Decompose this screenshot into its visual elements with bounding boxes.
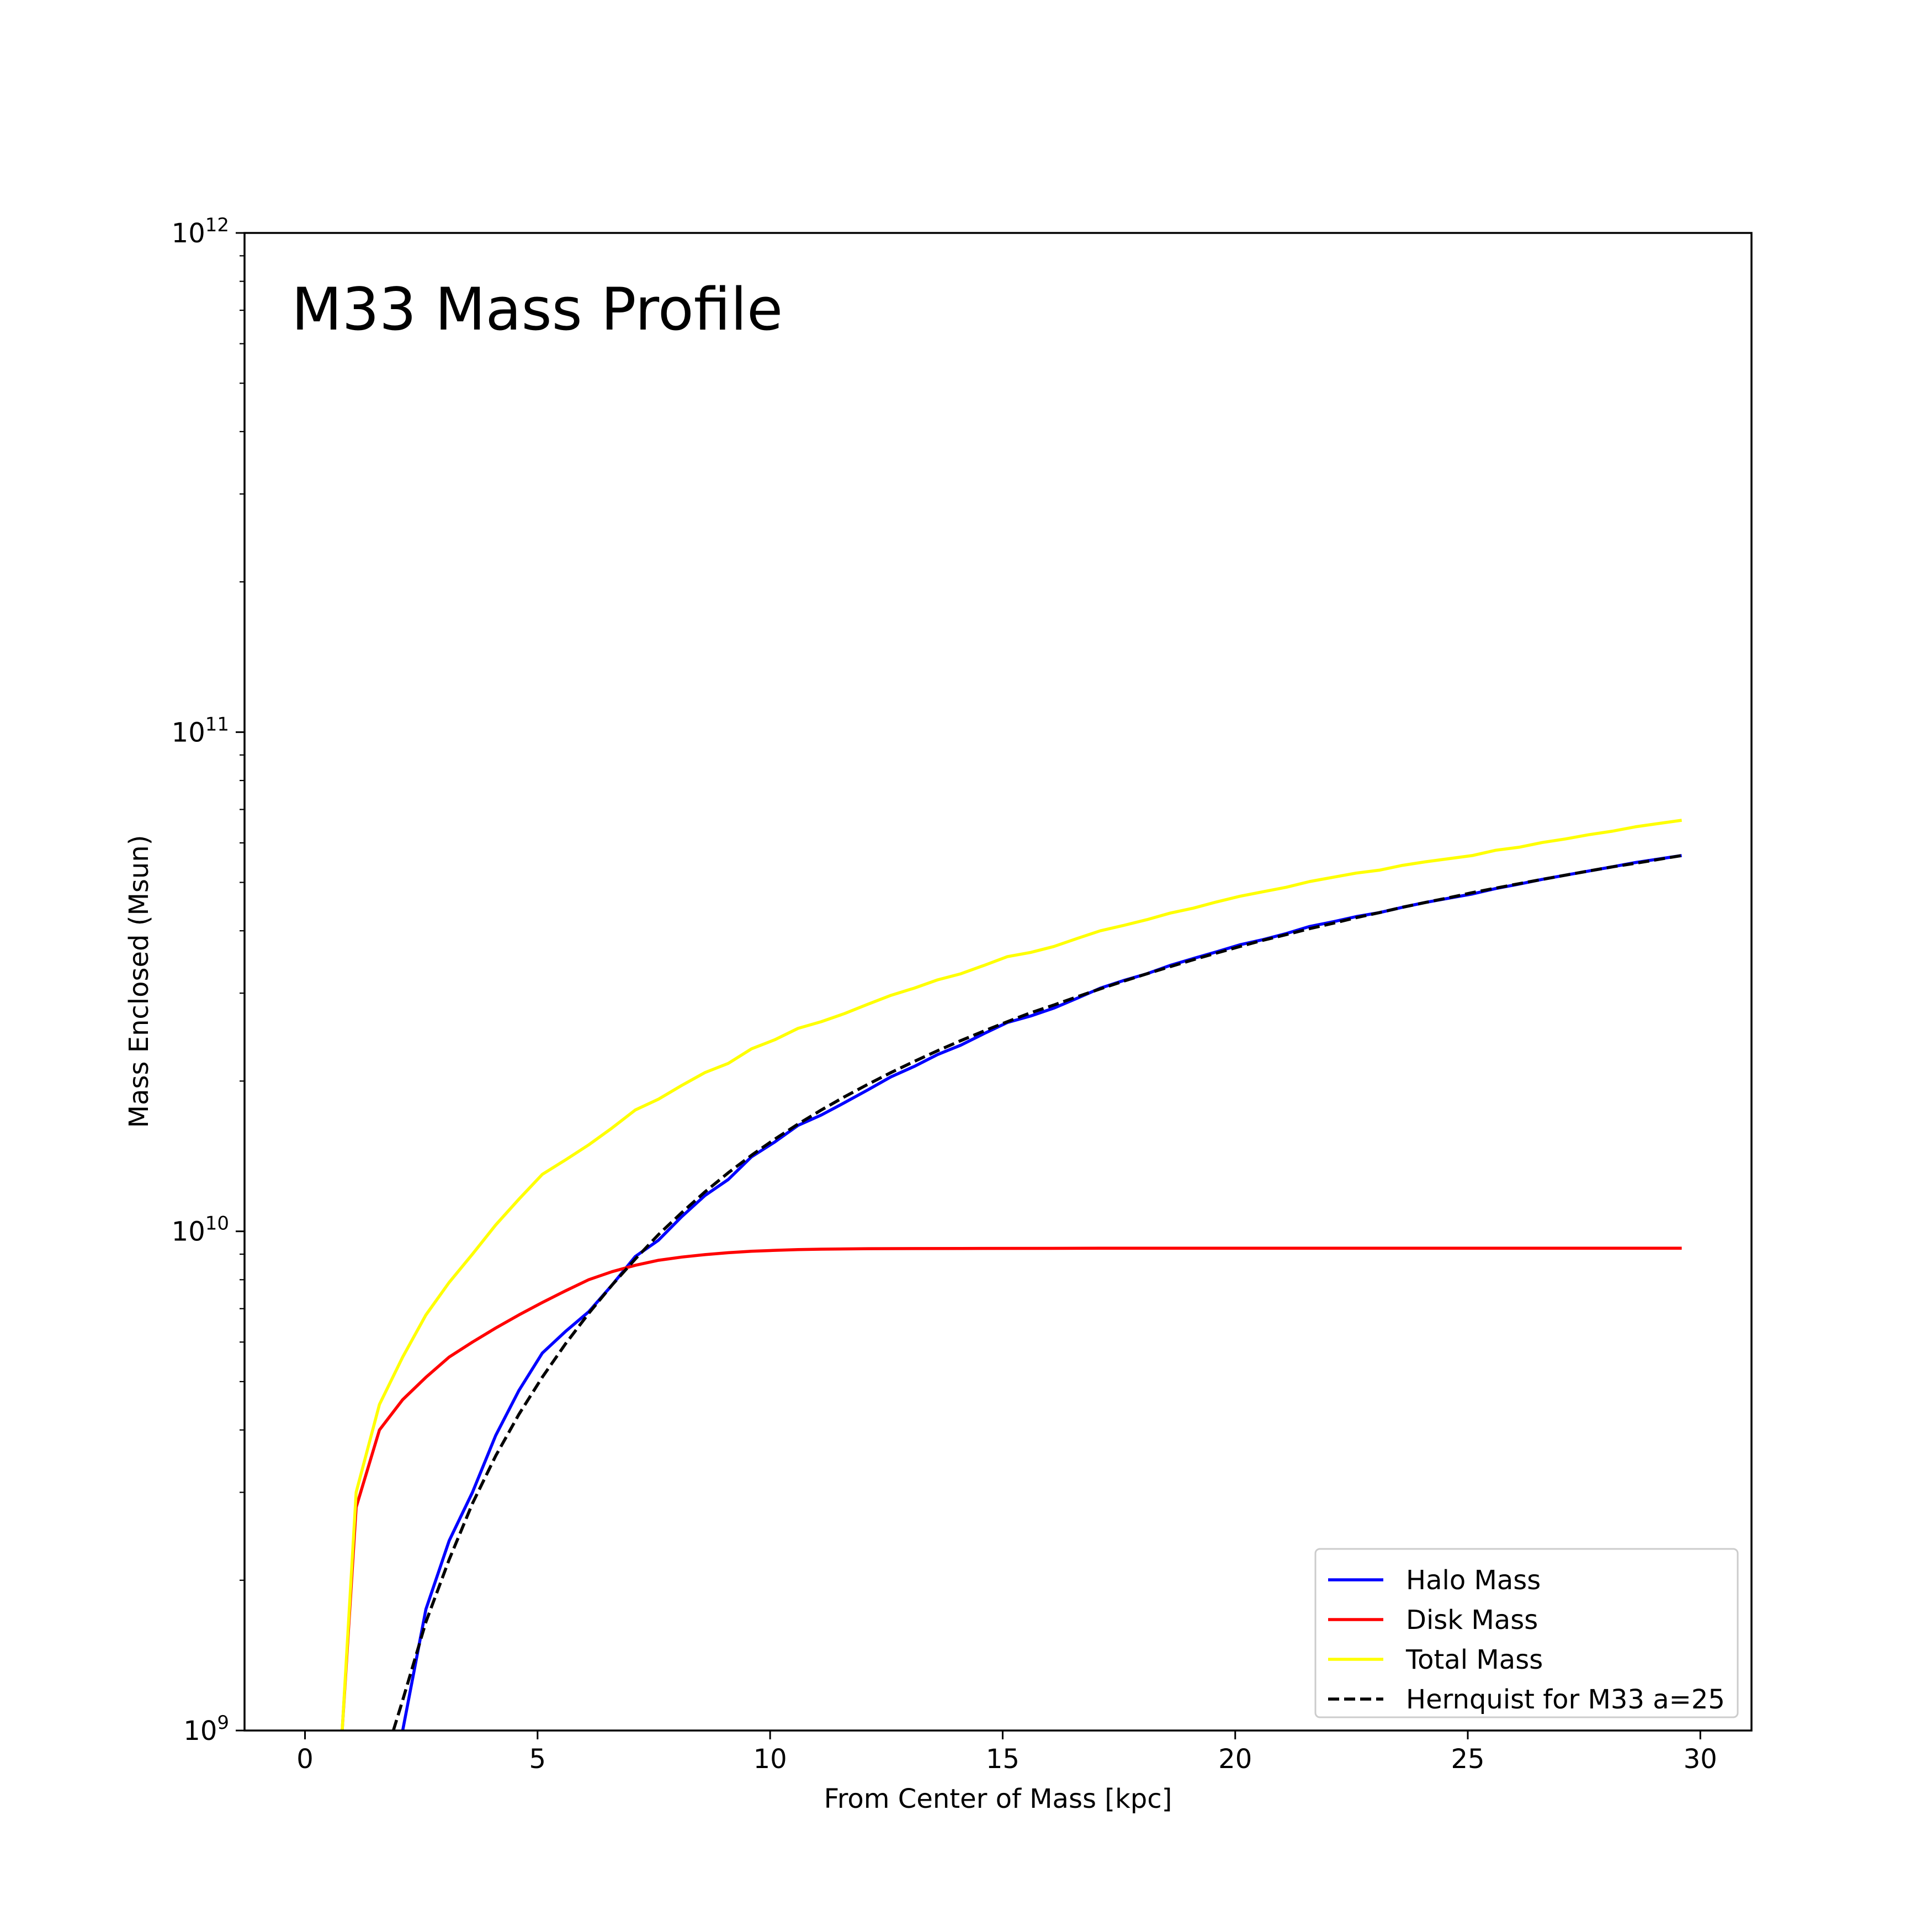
x-tick-label: 25 <box>1451 1744 1484 1775</box>
x-tick-label: 15 <box>986 1744 1020 1775</box>
legend: Halo Mass Disk Mass Total Mass Hernquist fo… <box>1314 1548 1739 1718</box>
x-axis: 0 5 10 15 20 25 30 <box>296 1731 1717 1775</box>
legend-box <box>1314 1548 1739 1718</box>
y-tick-label: 1010 <box>172 1213 229 1248</box>
series-line-disk-mass <box>341 1246 1682 1731</box>
legend-label-disk-mass: Disk Mass <box>1406 1605 1538 1636</box>
x-tick-label: 10 <box>753 1744 787 1775</box>
x-tick-label: 5 <box>529 1744 546 1775</box>
y-tick-label: 109 <box>183 1712 229 1747</box>
legend-label-halo-mass: Halo Mass <box>1406 1565 1541 1596</box>
x-tick-label: 30 <box>1684 1744 1717 1775</box>
x-tick-label: 0 <box>296 1744 314 1775</box>
x-axis-label: From Center of Mass [kpc] <box>824 1784 1172 1814</box>
x-tick-label: 20 <box>1218 1744 1252 1775</box>
y-axis-label: Mass Enclosed (Msun) <box>124 835 155 1128</box>
plot-frame <box>243 232 1753 1732</box>
y-tick-label: 1011 <box>172 713 229 748</box>
y-axis: 109 1010 1011 1012 <box>172 214 245 1747</box>
plot-area <box>245 233 1751 1731</box>
legend-label-hernquist-for-m33-a-25: Hernquist for M33 a=25 <box>1406 1684 1725 1715</box>
chart-title: M33 Mass Profile <box>291 275 783 343</box>
y-tick-label: 1012 <box>172 214 229 249</box>
legend-label-total-mass: Total Mass <box>1405 1644 1543 1675</box>
series-layer <box>341 819 1682 1731</box>
series-line-total-mass <box>341 819 1682 1731</box>
